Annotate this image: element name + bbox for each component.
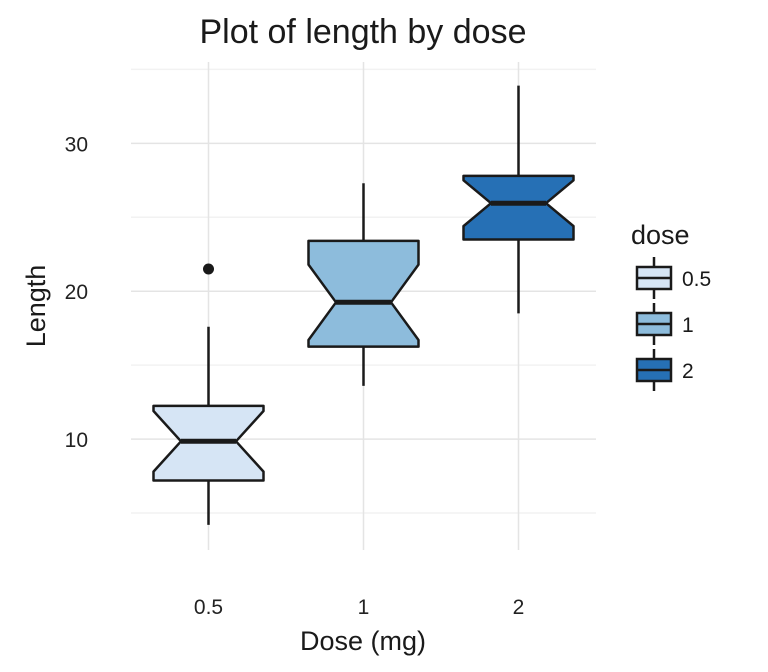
- box-1: [307, 239, 420, 348]
- x-axis-title: Dose (mg): [300, 626, 426, 656]
- y-tick-label: 10: [65, 429, 88, 452]
- x-tick-label: 0.5: [194, 596, 223, 619]
- legend-label: 1: [682, 314, 694, 337]
- y-tick-label: 20: [65, 281, 88, 304]
- chart-title: Plot of length by dose: [199, 13, 526, 51]
- legend-label: 2: [682, 360, 694, 383]
- x-tick-label: 2: [513, 596, 525, 619]
- x-tick-label: 1: [358, 596, 370, 619]
- legend-title: dose: [631, 220, 690, 250]
- outlier-point: [203, 263, 214, 275]
- y-axis-title: Length: [21, 265, 51, 348]
- plot-area: 10 20 30 0.5 1 2: [65, 62, 596, 619]
- box-2: [462, 174, 575, 241]
- legend: 0.5 1 2: [635, 257, 711, 391]
- y-tick-label: 30: [65, 133, 88, 156]
- legend-label: 0.5: [682, 268, 711, 291]
